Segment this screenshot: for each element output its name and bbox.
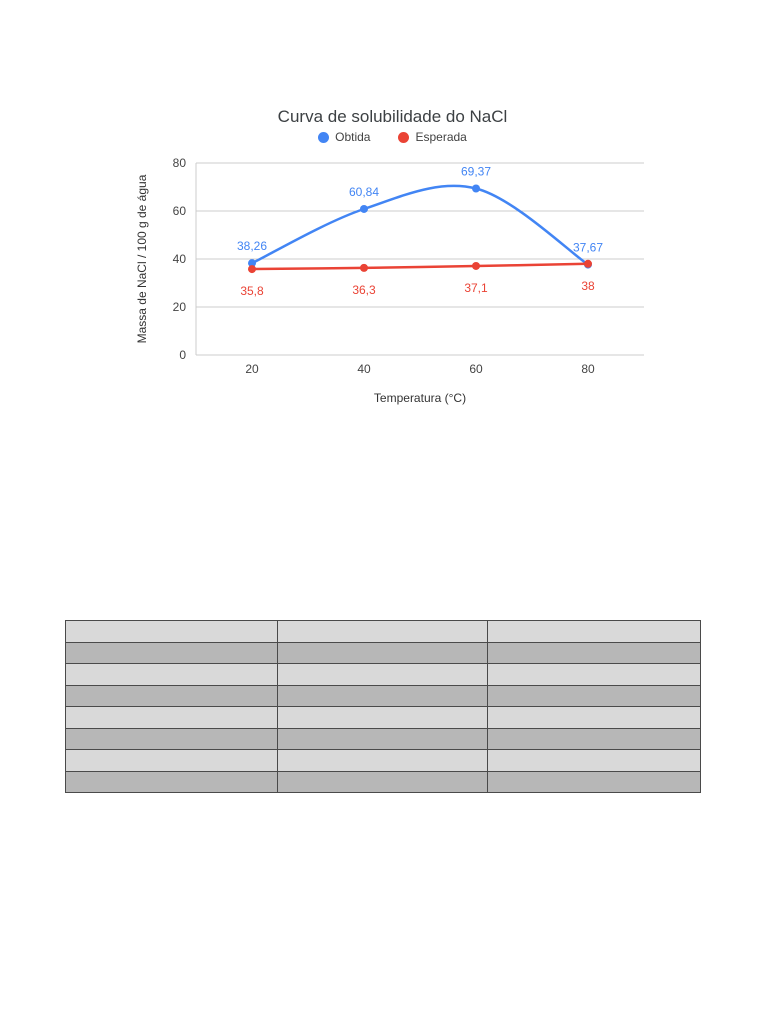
table-row — [65, 706, 701, 729]
table-cell[interactable] — [487, 663, 701, 686]
y-tick-label: 60 — [173, 204, 187, 218]
data-point — [472, 184, 480, 193]
table-cell[interactable] — [277, 684, 488, 707]
table-row — [65, 749, 701, 772]
table-row — [65, 727, 701, 750]
legend-label-esperada: Esperada — [415, 130, 467, 144]
legend-dot-obtida-icon — [318, 131, 330, 143]
chart-plot-area: 0 20 40 60 80 20 40 60 80 Temperatura (°C) Massa d… — [135, 156, 644, 405]
table-cell[interactable] — [277, 663, 488, 686]
table-cell[interactable] — [487, 641, 701, 664]
y-tick-label: 20 — [173, 300, 187, 314]
y-tick-label: 80 — [173, 156, 187, 170]
y-tick-label: 0 — [179, 348, 186, 362]
x-tick-label: 80 — [581, 362, 595, 376]
data-label: 69,37 — [461, 165, 491, 179]
data-point — [360, 204, 368, 213]
table-cell[interactable] — [277, 706, 488, 729]
table-row — [65, 620, 701, 643]
series-line-esperada — [250, 262, 590, 271]
table-cell[interactable] — [487, 749, 701, 772]
data-point — [584, 259, 592, 268]
table-cell[interactable] — [65, 727, 278, 750]
data-point — [360, 263, 368, 272]
data-label: 60,84 — [349, 185, 379, 199]
table-cell[interactable] — [487, 727, 701, 750]
y-axis-title: Massa de NaCl / 100 g de água — [135, 174, 149, 343]
x-tick-label: 20 — [245, 362, 259, 376]
table-cell[interactable] — [277, 749, 488, 772]
legend-item-esperada[interactable]: Esperada — [398, 130, 467, 144]
table-row — [65, 641, 701, 664]
legend-item-obtida[interactable]: Obtida — [318, 130, 370, 144]
data-point — [472, 261, 480, 270]
table-cell[interactable] — [487, 770, 701, 793]
data-label: 36,3 — [352, 283, 376, 297]
chart-title: Curva de solubilidade do NaCl — [277, 107, 508, 126]
table-cell[interactable] — [277, 727, 488, 750]
data-label: 35,8 — [240, 284, 264, 298]
y-tick-label: 40 — [173, 252, 187, 266]
chart-legend: Obtida Esperada — [130, 129, 655, 145]
data-label: 37,1 — [464, 281, 488, 295]
data-point — [248, 265, 256, 274]
table-row — [65, 770, 701, 793]
table-cell[interactable] — [487, 684, 701, 707]
table-cell[interactable] — [487, 620, 701, 643]
table-cell[interactable] — [65, 684, 278, 707]
table-row — [65, 663, 701, 686]
data-point — [248, 259, 256, 268]
table-cell[interactable] — [65, 663, 278, 686]
x-tick-label: 40 — [357, 362, 371, 376]
legend-label-obtida: Obtida — [335, 130, 371, 144]
table-cell[interactable] — [65, 706, 278, 729]
table-cell[interactable] — [65, 749, 278, 772]
table-cell[interactable] — [277, 641, 488, 664]
table-cell[interactable] — [65, 620, 278, 643]
solubility-chart: Curva de solubilidade do NaCl Obtida Esp… — [130, 95, 655, 413]
data-label: 37,67 — [573, 241, 603, 255]
x-axis-title: Temperatura (°C) — [374, 391, 466, 405]
data-label: 38 — [581, 279, 595, 293]
table-row — [65, 684, 701, 707]
data-table — [65, 620, 701, 793]
table-cell[interactable] — [487, 706, 701, 729]
table-cell[interactable] — [277, 770, 488, 793]
legend-dot-esperada-icon — [398, 131, 410, 143]
table-cell[interactable] — [65, 641, 278, 664]
x-tick-label: 60 — [469, 362, 483, 376]
table-cell[interactable] — [277, 620, 488, 643]
data-label: 38,26 — [237, 239, 267, 253]
table-cell[interactable] — [65, 770, 278, 793]
series-line-obtida — [250, 184, 590, 266]
